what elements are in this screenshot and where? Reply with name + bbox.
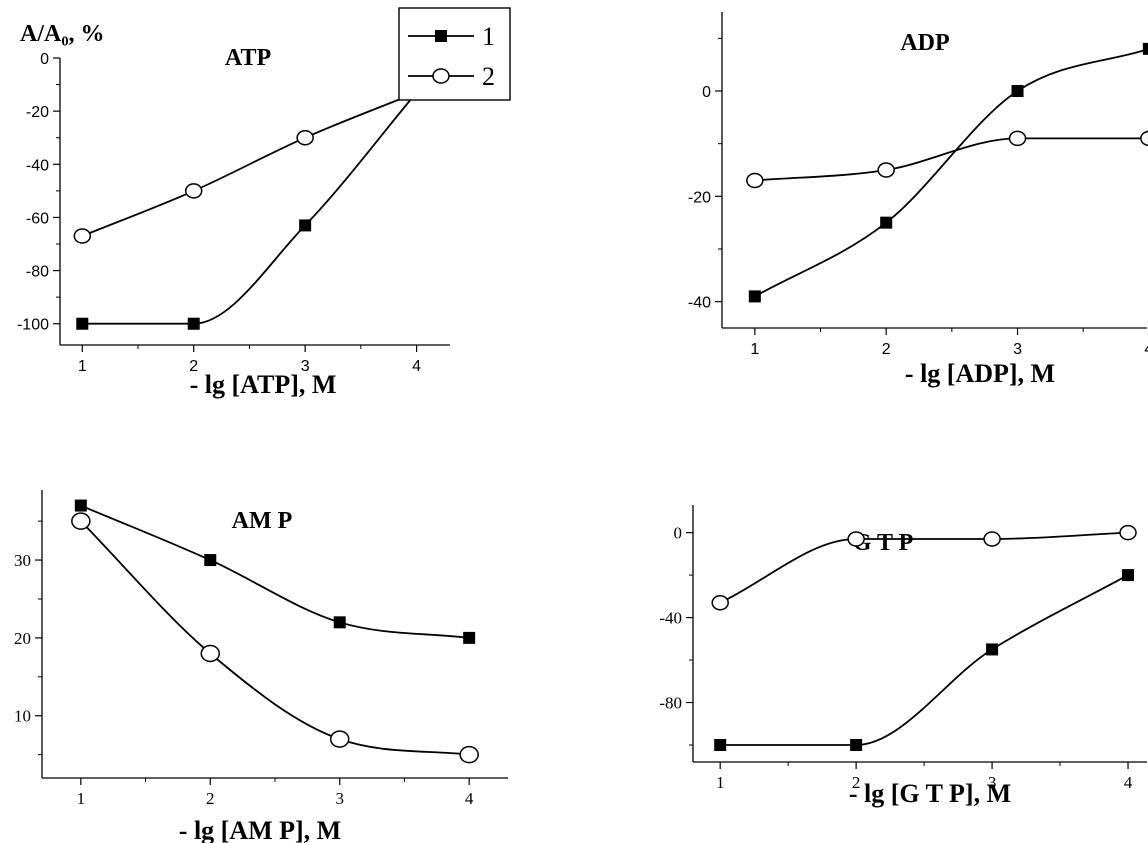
x-tick-label: 1 [77,789,86,808]
x-tick-label: 4 [1124,773,1133,792]
series-1-point [1142,42,1148,55]
x-tick-label: 3 [988,773,997,792]
y-tick-label: -40 [659,609,682,628]
chart-title: AM P [232,508,293,534]
series-1-point [850,739,863,752]
series-2-line [80,520,470,756]
x-axis-label: - lg [ADP], M [905,359,1055,388]
series-1-line [720,574,1129,746]
x-axis-label: - lg [ATP], M [190,370,337,399]
series-2-point [983,531,1001,547]
series-2-point [877,162,895,178]
series-2-point [711,594,729,611]
series-2-point [459,745,479,764]
x-tick-label: 2 [189,358,198,375]
x-tick-label: 1 [78,358,87,375]
series-1-point [714,739,727,752]
y-tick-label: -80 [659,694,682,713]
legend: 12 [398,7,511,101]
series-2-point [71,512,91,530]
y-tick-label: 20 [14,629,31,648]
y-tick-label: -40 [26,157,49,174]
series-2-line [719,531,1129,604]
series-2-point [847,531,865,547]
y-tick-label: -40 [688,295,711,312]
x-tick-label: 3 [301,358,310,375]
series-1-point [204,554,217,567]
series-1-point [880,216,893,229]
legend-marker-2 [432,68,450,84]
x-tick-label: 4 [412,358,421,375]
series-1-point [76,317,89,330]
legend-label-1: 1 [482,22,495,51]
series-1-point [1011,85,1024,97]
series-2-point [1119,524,1137,541]
series-1-point [1122,569,1135,582]
x-tick-label: 3 [1013,341,1022,358]
y-tick-label: -20 [688,189,711,206]
y-tick-label: 0 [40,51,49,68]
y-tick-label: -100 [17,317,49,334]
series-2-line [754,137,1148,182]
y-axis-label: A/A₀, % [20,21,105,47]
y-tick-label: 10 [14,707,31,726]
x-tick-label: 2 [206,789,215,808]
legend-box [398,7,511,101]
y-tick-label: 30 [14,551,31,570]
x-tick-label: 2 [882,341,891,358]
chart-title: ATP [225,45,271,71]
series-2-point [184,183,203,199]
legend-label-2: 2 [482,62,495,91]
x-tick-label: 4 [1144,341,1148,358]
y-tick-label: -20 [26,104,49,121]
series-2-point [73,228,92,244]
series-2-point [1140,130,1148,147]
x-tick-label: 2 [852,773,861,792]
x-tick-label: 3 [335,789,344,808]
series-2-point [1008,130,1027,147]
series-2-line [81,91,417,237]
series-1-point [748,290,761,303]
y-tick-label: 0 [674,524,683,543]
x-tick-label: 1 [716,773,725,792]
chart-title: ADP [900,30,949,56]
chart-panel-3: 1 2 3 4 10 20 30 AM P - lg [AM P], M [14,490,508,843]
series-1-point [986,643,999,656]
series-2-point [296,129,314,146]
series-1-point [299,219,312,232]
series-2-point [329,730,350,748]
series-1-point [333,616,346,629]
series-1-line [80,504,470,639]
y-tick-label: -80 [26,264,49,281]
x-axis-label: - lg [G T P], M [849,779,1011,808]
series-1-point [463,631,476,644]
legend-marker-1 [435,30,447,42]
x-axis-label: - lg [AM P], M [179,816,341,843]
series-2-point [746,172,764,189]
y-tick-label: -60 [26,210,49,227]
series-1-line [82,91,418,325]
series-1-point [187,317,200,330]
x-tick-label: 1 [750,341,759,358]
chart-panel-4: 1 2 3 40-40-80G T P- lg [G T P], M [659,505,1147,808]
y-tick-label: 0 [702,84,711,101]
chart-panel-2: 1 2 3 4 0 -20 -40 ADP - lg [ADP], M [688,12,1148,388]
series-2-point [200,644,221,663]
x-tick-label: 4 [465,789,474,808]
series-1-point [74,499,87,512]
series-1-line [754,48,1148,298]
